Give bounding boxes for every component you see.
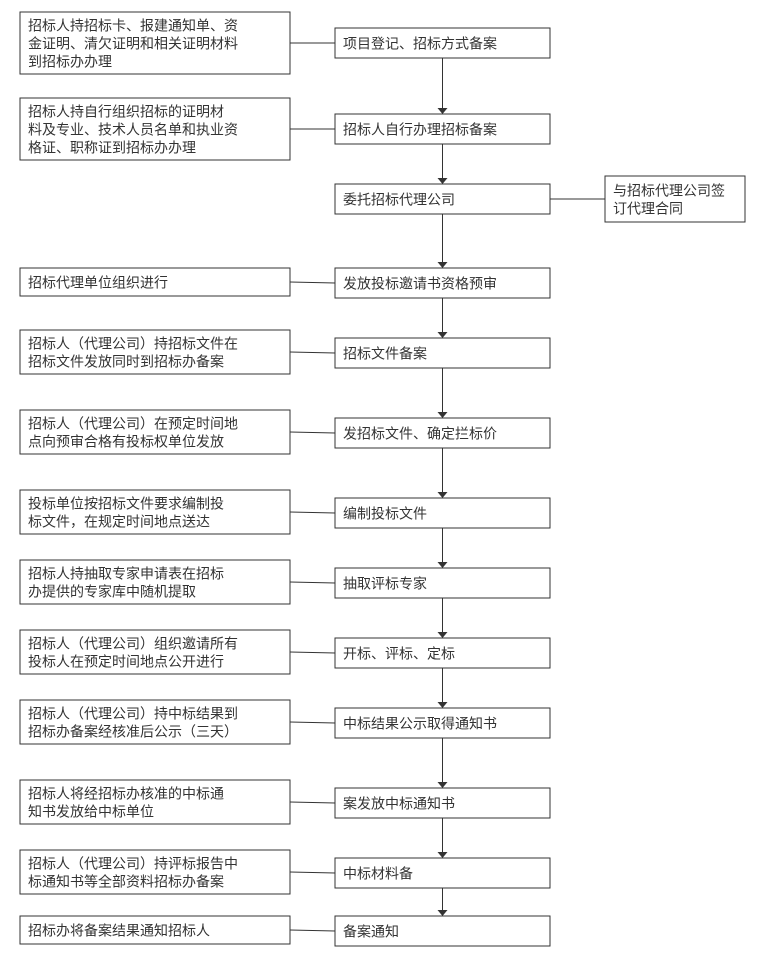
node-text: 招标办将备案结果通知招标人 — [28, 922, 210, 939]
connector — [290, 930, 335, 931]
node-L7: 招标人持抽取专家申请表在招标办提供的专家库中随机提取 — [20, 560, 290, 604]
connector — [290, 282, 335, 283]
node-text: 与招标代理公司签 — [613, 182, 725, 199]
connector — [290, 582, 335, 583]
flow-arrow-head — [438, 108, 448, 114]
node-text: 招标人持自行组织招标的证明材 — [28, 104, 224, 120]
node-L10: 招标人将经招标办核准的中标通知书发放给中标单位 — [20, 780, 290, 824]
node-text: 案发放中标通知书 — [343, 795, 455, 812]
flow-arrow-head — [438, 332, 448, 338]
node-text: 招标人自行办理招标备案 — [343, 121, 497, 138]
node-text: 备案通知 — [343, 923, 399, 940]
node-text: 投标单位按招标文件要求编制投 — [28, 496, 224, 512]
flow-arrow-head — [438, 492, 448, 498]
node-C6: 发招标文件、确定拦标价 — [335, 418, 550, 448]
node-L5: 招标人（代理公司）在预定时间地点向预审合格有投标权单位发放 — [20, 410, 290, 454]
node-text: 中标结果公示取得通知书 — [343, 715, 497, 732]
node-C7: 编制投标文件 — [335, 498, 550, 528]
node-text: 中标材料备 — [343, 865, 413, 882]
node-text: 发放投标邀请书资格预审 — [343, 276, 497, 292]
node-L11: 招标人（代理公司）持评标报告中标通知书等全部资料招标办备案 — [20, 850, 290, 894]
node-L9: 招标人（代理公司）持中标结果到招标办备案经核准后公示（三天） — [20, 700, 290, 744]
node-C10: 中标结果公示取得通知书 — [335, 708, 550, 738]
node-text: 招标文件发放同时到招标办备案 — [28, 353, 224, 370]
connector — [290, 802, 335, 803]
connector — [290, 512, 335, 513]
node-C4: 发放投标邀请书资格预审 — [335, 268, 550, 298]
node-L6: 投标单位按招标文件要求编制投标文件，在规定时间地点送达 — [20, 490, 290, 534]
node-text: 招标人（代理公司）持招标文件在 — [28, 336, 238, 352]
node-text: 项目登记、招标方式备案 — [343, 35, 497, 52]
flow-arrow-head — [438, 178, 448, 184]
connector — [290, 872, 335, 873]
node-text: 招标人将经招标办核准的中标通 — [28, 786, 224, 802]
flow-arrow-head — [438, 632, 448, 638]
connector — [290, 352, 335, 353]
flow-arrow-head — [438, 562, 448, 568]
node-C9: 开标、评标、定标 — [335, 638, 550, 668]
node-text: 编制投标文件 — [343, 506, 427, 522]
node-text: 标通知书等全部资料招标办备案 — [28, 873, 224, 890]
node-L3: 招标代理单位组织进行 — [20, 268, 290, 296]
flow-arrow-head — [438, 262, 448, 268]
node-text: 招标人（代理公司）在预定时间地 — [28, 416, 238, 432]
node-text: 招标人（代理公司）持评标报告中 — [28, 856, 238, 872]
node-L8: 招标人（代理公司）组织邀请所有投标人在预定时间地点公开进行 — [20, 630, 290, 674]
connector — [290, 722, 335, 723]
node-text: 到招标办办理 — [28, 54, 112, 70]
connector — [290, 432, 335, 433]
node-text: 标文件，在规定时间地点送达 — [28, 514, 210, 530]
node-text: 招标人（代理公司）组织邀请所有 — [28, 636, 238, 652]
node-C12: 中标材料备 — [335, 858, 550, 888]
node-text: 金证明、清欠证明和相关证明材料 — [28, 36, 238, 52]
node-text: 投标人在预定时间地点公开进行 — [28, 654, 224, 670]
node-text: 发招标文件、确定拦标价 — [343, 426, 497, 442]
node-L12: 招标办将备案结果通知招标人 — [20, 916, 290, 944]
node-C3: 委托招标代理公司 — [335, 184, 550, 214]
node-text: 招标人持抽取专家申请表在招标 — [28, 565, 224, 582]
node-text: 订代理合同 — [613, 201, 683, 217]
flow-arrow-head — [438, 412, 448, 418]
node-R1: 与招标代理公司签订代理合同 — [605, 176, 745, 222]
node-text: 招标人（代理公司）持中标结果到 — [28, 706, 238, 722]
node-C5: 招标文件备案 — [335, 338, 550, 368]
node-text: 办提供的专家库中随机提取 — [28, 583, 196, 600]
connector — [290, 652, 335, 653]
node-L1: 招标人持招标卡、报建通知单、资金证明、清欠证明和相关证明材料到招标办办理 — [20, 12, 290, 74]
node-text: 招标文件备案 — [343, 345, 427, 362]
flowchart: 招标人持招标卡、报建通知单、资金证明、清欠证明和相关证明材料到招标办办理招标人持… — [0, 0, 760, 961]
node-text: 招标代理单位组织进行 — [28, 275, 168, 291]
node-text: 招标人持招标卡、报建通知单、资 — [28, 17, 238, 34]
node-text: 招标办备案经核准后公示（三天） — [28, 723, 238, 740]
node-text: 格证、职称证到招标办办理 — [28, 140, 196, 156]
node-L4: 招标人（代理公司）持招标文件在招标文件发放同时到招标办备案 — [20, 330, 290, 374]
flow-arrow-head — [438, 852, 448, 858]
node-text: 抽取评标专家 — [343, 575, 427, 592]
node-text: 开标、评标、定标 — [343, 646, 455, 662]
node-text: 料及专业、技术人员名单和执业资 — [28, 122, 238, 138]
flow-arrow-head — [438, 702, 448, 708]
flow-arrow-head — [438, 782, 448, 788]
node-text: 委托招标代理公司 — [343, 192, 455, 208]
node-C13: 备案通知 — [335, 916, 550, 946]
node-text: 知书发放给中标单位 — [28, 803, 154, 820]
node-C11: 案发放中标通知书 — [335, 788, 550, 818]
node-C2: 招标人自行办理招标备案 — [335, 114, 550, 144]
node-text: 点向预审合格有投标权单位发放 — [28, 434, 224, 450]
node-C8: 抽取评标专家 — [335, 568, 550, 598]
node-C1: 项目登记、招标方式备案 — [335, 28, 550, 58]
node-L2: 招标人持自行组织招标的证明材料及专业、技术人员名单和执业资格证、职称证到招标办办… — [20, 98, 290, 160]
flow-arrow-head — [438, 910, 448, 916]
